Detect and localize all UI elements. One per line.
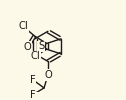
Text: F: F (30, 75, 36, 85)
Text: Cl: Cl (18, 21, 28, 31)
Text: O: O (24, 42, 32, 52)
Text: S: S (38, 41, 44, 51)
Text: O: O (44, 70, 52, 80)
Text: Cl: Cl (30, 51, 40, 61)
Text: F: F (30, 90, 36, 100)
